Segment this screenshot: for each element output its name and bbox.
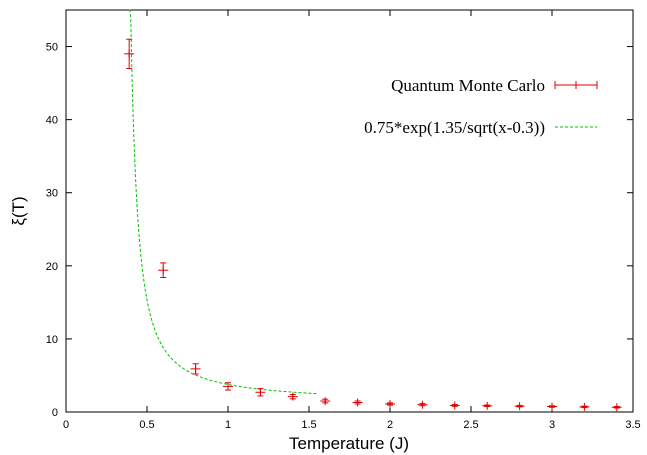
y-tick-label-4: 40 [46, 115, 58, 127]
y-tick-label-0: 0 [52, 407, 58, 419]
data-point-12 [514, 402, 525, 411]
x-tick-label-1: 0.5 [139, 419, 154, 431]
x-tick-label-0: 0 [63, 419, 69, 431]
x-tick-label-3: 1.5 [301, 419, 316, 431]
fit-curve-layer [129, 9, 318, 395]
data-point-9 [417, 400, 428, 409]
x-tick-label-7: 3.5 [625, 419, 640, 431]
y-tick-label-5: 50 [46, 42, 58, 54]
legend-label-fit: 0.75*exp(1.35/sqrt(x-0.3)) [364, 118, 545, 137]
data-point-4 [255, 388, 266, 397]
data-point-0 [124, 38, 135, 69]
axis-ticks: 0 0.5 1 1.5 2 2.5 3 3.5 0 10 20 30 40 50 [46, 10, 641, 431]
x-axis-label: Temperature (J) [289, 434, 409, 453]
data-point-15 [611, 403, 622, 412]
data-point-2 [190, 363, 201, 375]
legend-sample-qmc [554, 81, 598, 89]
x-tick-label-6: 3 [549, 419, 555, 431]
x-tick-label-5: 2.5 [463, 419, 478, 431]
data-points-layer [124, 38, 622, 412]
x-tick-label-4: 2 [387, 419, 393, 431]
x-tick-label-2: 1 [225, 419, 231, 431]
data-point-13 [547, 402, 557, 411]
data-point-5 [287, 392, 298, 401]
data-point-14 [579, 402, 590, 411]
plot-frame [65, 9, 634, 413]
data-point-8 [385, 399, 395, 408]
data-point-6 [320, 397, 331, 406]
fit-curve [129, 9, 318, 395]
y-axis-label: ξ(T) [9, 196, 28, 225]
y-tick-label-3: 30 [46, 188, 58, 200]
data-point-7 [352, 398, 363, 407]
legend: Quantum Monte Carlo 0.75*exp(1.35/sqrt(x… [364, 76, 598, 137]
data-point-11 [482, 401, 493, 410]
legend-label-qmc: Quantum Monte Carlo [391, 76, 545, 95]
data-point-3 [223, 382, 233, 391]
data-point-1 [158, 262, 169, 279]
data-point-10 [449, 401, 460, 410]
y-tick-label-1: 10 [46, 334, 58, 346]
y-tick-label-2: 20 [46, 261, 58, 273]
